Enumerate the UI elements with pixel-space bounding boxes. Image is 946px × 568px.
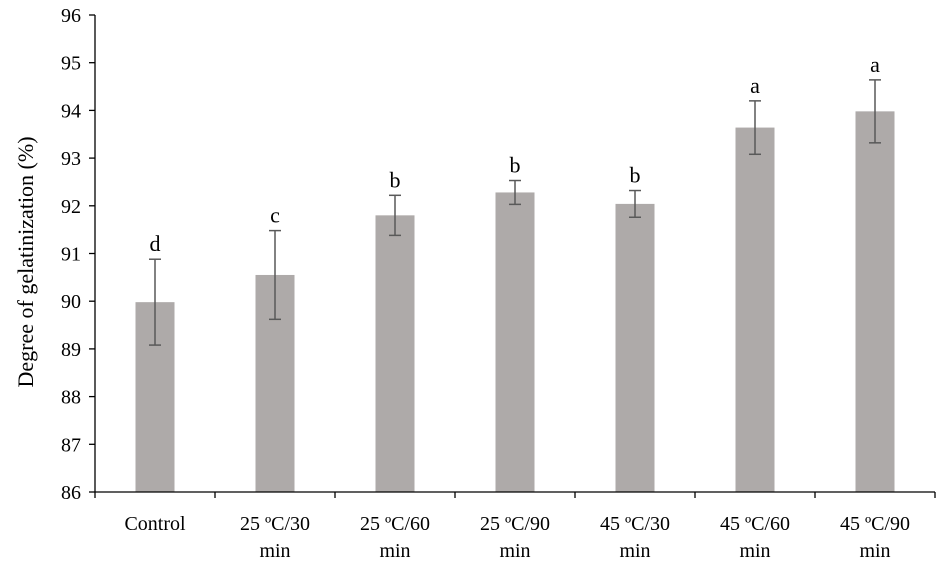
y-tick-label: 95 <box>61 53 81 75</box>
y-tick-label: 96 <box>61 5 81 27</box>
significance-label: a <box>870 52 880 77</box>
significance-label: b <box>390 167 401 192</box>
plot-area: d c b b b a a 86 87 88 89 90 91 92 93 94 95 96 Control 25 º… <box>61 5 936 562</box>
x-tick-label: Control <box>124 513 186 535</box>
bar <box>375 215 415 492</box>
x-tick-label: 45 ºC/60 min <box>720 513 790 562</box>
x-tick-label: 25 ºC/30 min <box>240 513 310 562</box>
significance-label: b <box>630 163 641 188</box>
significance-label: a <box>750 73 760 98</box>
y-tick-label: 94 <box>61 100 81 122</box>
x-tick-label: 45 ºC/90 min <box>840 513 910 562</box>
y-tick-label: 88 <box>61 387 81 409</box>
bar <box>495 192 535 492</box>
x-tick-label: 45 ºC/30 min <box>600 513 670 562</box>
y-tick-label: 89 <box>61 339 81 361</box>
y-tick-label: 91 <box>61 244 81 266</box>
x-tick-label: 25 ºC/60 min <box>360 513 430 562</box>
y-tick-label: 86 <box>61 482 81 504</box>
y-tick-label: 93 <box>61 148 81 170</box>
bar <box>615 203 655 492</box>
significance-label: c <box>270 203 280 228</box>
y-tick-label: 92 <box>61 196 81 218</box>
x-tick-label: 25 ºC/90 min <box>480 513 550 562</box>
bar <box>735 127 775 493</box>
y-axis-label: Degree of gelatinization (%) <box>13 136 38 387</box>
bar <box>855 111 895 492</box>
y-tick-label: 87 <box>61 434 81 456</box>
significance-label: d <box>150 231 161 256</box>
y-tick-label: 90 <box>61 291 81 313</box>
significance-label: b <box>510 153 521 178</box>
